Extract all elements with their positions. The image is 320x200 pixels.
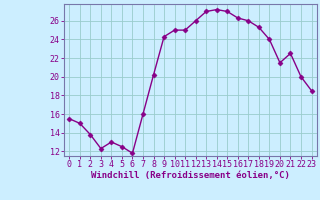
X-axis label: Windchill (Refroidissement éolien,°C): Windchill (Refroidissement éolien,°C): [91, 171, 290, 180]
